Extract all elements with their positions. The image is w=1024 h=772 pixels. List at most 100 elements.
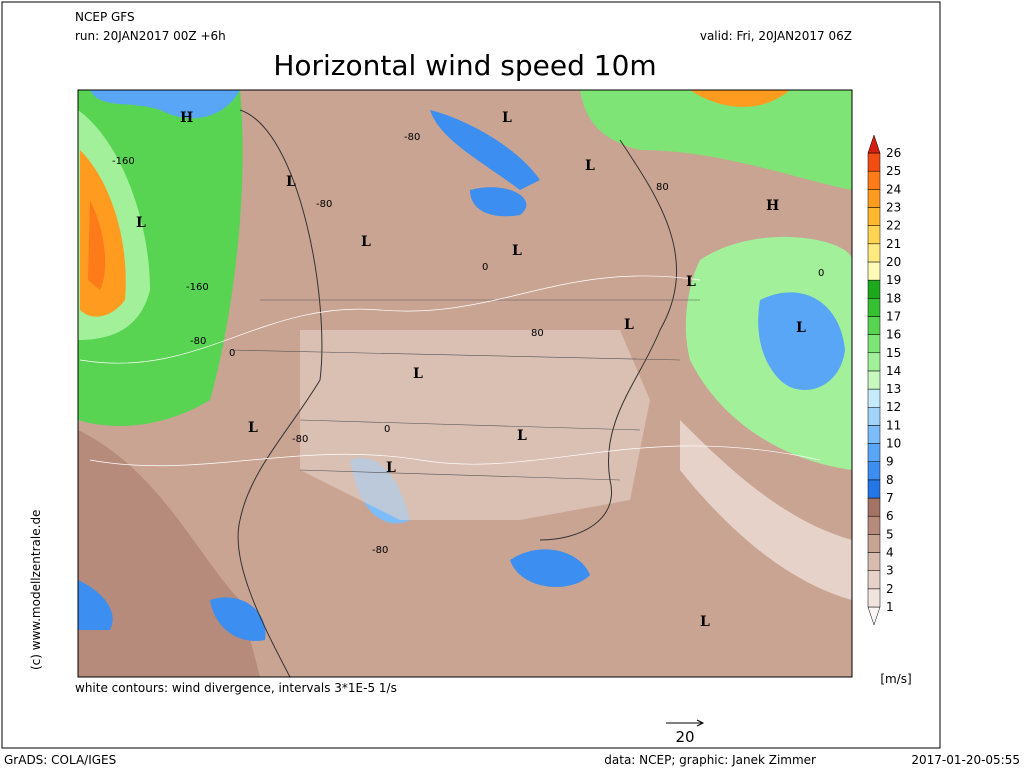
contour-label: -160 bbox=[186, 282, 209, 293]
wind-area bbox=[758, 292, 845, 390]
colorbar-box bbox=[867, 515, 881, 535]
colorbar-label: 26 bbox=[886, 146, 901, 160]
colorbar-cap bbox=[867, 134, 881, 154]
map: H H L L L L L L L L L L L L L L -160 -80… bbox=[77, 89, 853, 678]
map-title: Horizontal wind speed 10m bbox=[273, 49, 656, 82]
valid-time: valid: Fri, 20JAN2017 06Z bbox=[700, 29, 852, 43]
pressure-label: L bbox=[386, 460, 396, 476]
wind-area bbox=[78, 430, 260, 677]
colorbar-box bbox=[867, 225, 881, 245]
pressure-label: L bbox=[502, 110, 512, 126]
pressure-label: L bbox=[700, 614, 710, 630]
pressure-label: L bbox=[136, 215, 146, 231]
colorbar-box bbox=[867, 588, 881, 608]
contour-label: -80 bbox=[372, 545, 388, 556]
colorbar-box bbox=[867, 207, 881, 226]
pressure-label: H bbox=[180, 110, 193, 126]
pressure-label: L bbox=[624, 317, 634, 333]
contour-label: -160 bbox=[112, 156, 135, 167]
colorbar-box bbox=[867, 243, 881, 263]
colorbar-label: 21 bbox=[886, 237, 901, 251]
unit-label: [m/s] bbox=[880, 672, 911, 686]
colorbar-box bbox=[867, 497, 881, 517]
colorbar-box bbox=[867, 152, 881, 172]
wind-area bbox=[430, 110, 540, 190]
colorbar-label: 5 bbox=[886, 527, 894, 541]
colorbar-label: 13 bbox=[886, 382, 901, 396]
timestamp: 2017-01-20-05:55 bbox=[911, 753, 1020, 767]
colorbar: 1234567891011121314151617181920212223242… bbox=[867, 134, 901, 626]
colorbar-label: 16 bbox=[886, 328, 901, 342]
pressure-label: H bbox=[766, 198, 779, 214]
colorbar-box bbox=[867, 352, 881, 372]
colorbar-box bbox=[867, 370, 881, 390]
colorbar-label: 14 bbox=[886, 364, 901, 378]
colorbar-label: 22 bbox=[886, 219, 901, 233]
colorbar-label: 20 bbox=[886, 255, 901, 269]
colorbar-box bbox=[867, 552, 881, 571]
colorbar-label: 9 bbox=[886, 455, 894, 469]
colorbar-label: 3 bbox=[886, 564, 894, 578]
colorbar-box bbox=[867, 425, 881, 444]
model-name: NCEP GFS bbox=[75, 10, 135, 24]
pressure-label: L bbox=[517, 428, 527, 444]
colorbar-label: 2 bbox=[886, 582, 894, 596]
contour-label: 0 bbox=[229, 348, 235, 359]
vector-scale-label: 20 bbox=[675, 728, 694, 746]
vector-scale-arrow-head bbox=[696, 719, 705, 727]
coastline bbox=[539, 139, 677, 541]
contour-note: white contours: wind divergence, interva… bbox=[75, 681, 397, 695]
wind-area bbox=[690, 90, 790, 107]
software-credit: GrADS: COLA/IGES bbox=[4, 753, 116, 767]
pressure-label: L bbox=[413, 366, 423, 382]
colorbar-label: 1 bbox=[886, 600, 894, 614]
pressure-label: L bbox=[796, 320, 806, 336]
border-line bbox=[229, 299, 700, 481]
pressure-label: L bbox=[286, 174, 296, 190]
colorbar-label: 10 bbox=[886, 437, 901, 451]
contour-label: -80 bbox=[316, 199, 332, 210]
contour-label: 0 bbox=[384, 424, 390, 435]
contour-label: 0 bbox=[818, 268, 824, 279]
pressure-label: L bbox=[585, 158, 595, 174]
colorbar-label: 8 bbox=[886, 473, 894, 487]
pressure-label: L bbox=[248, 420, 258, 436]
wind-area bbox=[90, 90, 240, 119]
contour-label: 0 bbox=[482, 262, 488, 273]
pressure-label: L bbox=[512, 243, 522, 259]
colorbar-box bbox=[867, 443, 881, 462]
wind-area bbox=[580, 90, 852, 190]
pressure-label: L bbox=[686, 274, 696, 290]
colorbar-box bbox=[867, 479, 881, 499]
colorbar-box bbox=[867, 388, 881, 408]
colorbar-label: 12 bbox=[886, 400, 901, 414]
pressure-label: L bbox=[361, 234, 371, 250]
colorbar-label: 24 bbox=[886, 182, 901, 196]
divergence-contour bbox=[79, 275, 701, 364]
copyright: (c) www.modellzentrale.de bbox=[29, 510, 43, 670]
colorbar-box bbox=[867, 316, 881, 335]
colorbar-label: 18 bbox=[886, 291, 901, 305]
colorbar-box bbox=[867, 406, 881, 426]
colorbar-box bbox=[867, 334, 881, 354]
colorbar-label: 6 bbox=[886, 509, 894, 523]
colorbar-label: 11 bbox=[886, 418, 901, 432]
wind-area bbox=[470, 187, 527, 217]
coastline bbox=[237, 109, 323, 677]
contour-label: 80 bbox=[531, 328, 544, 339]
wind-area bbox=[510, 549, 590, 587]
colorbar-box bbox=[867, 170, 881, 190]
colorbar-box bbox=[867, 534, 881, 553]
contour-label: -80 bbox=[292, 434, 308, 445]
wind-area bbox=[88, 200, 106, 290]
colorbar-label: 4 bbox=[886, 546, 894, 560]
contour-label: -80 bbox=[190, 336, 206, 347]
colorbar-label: 19 bbox=[886, 273, 901, 287]
colorbar-label: 15 bbox=[886, 346, 901, 360]
colorbar-box bbox=[867, 461, 881, 481]
wind-area bbox=[680, 420, 852, 600]
wind-area bbox=[210, 597, 266, 641]
divergence-contour bbox=[89, 445, 821, 467]
colorbar-box bbox=[867, 298, 881, 317]
